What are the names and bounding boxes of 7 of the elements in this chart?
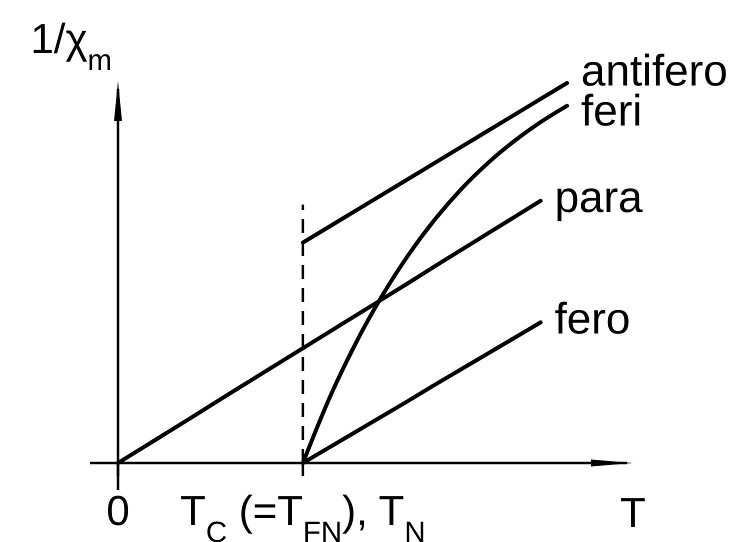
x-tick-label: 0: [106, 487, 130, 534]
series-label: para: [554, 172, 644, 222]
series-label: feri: [581, 86, 642, 136]
x-axis-title: T: [620, 489, 646, 536]
x-tick-label: T$_{C}$ (=T$_{FN}$), T$_{N}$: [180, 487, 426, 542]
y-axis-title: 1/χ$_{m}$: [30, 15, 112, 76]
series-label: fero: [554, 294, 630, 344]
